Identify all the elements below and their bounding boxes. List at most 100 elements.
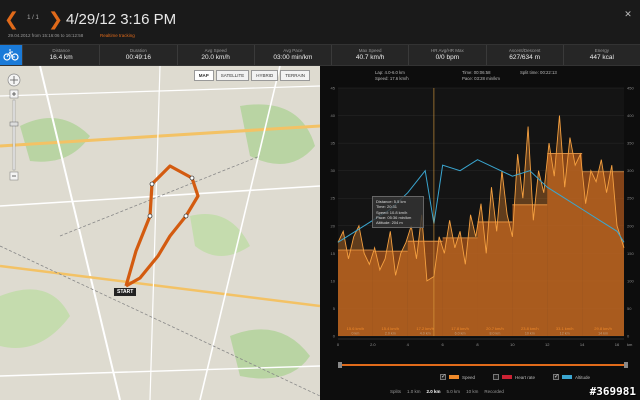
tooltip-speed: Speed: 10.8 km/h — [376, 209, 408, 215]
split-speed-label: 15.4 km/h — [382, 326, 400, 331]
split-speed-label: 15.6 km/h — [347, 326, 365, 331]
split-distance-label: 2.0 km — [385, 332, 396, 336]
stat-label: Duration — [129, 48, 147, 53]
activity-counter: 1 / 1 — [27, 15, 39, 21]
chart-panel: 0 5 10 15 20 25 30 35 40 45 0 50 100 150 200 250 300 350 4… — [320, 66, 640, 400]
stat-value: 0/0 bpm — [435, 54, 460, 61]
activity-title: 4/29/12 3:16 PM — [66, 11, 177, 28]
stat-value: 627/634 m — [509, 54, 540, 61]
x-tick-label: 12 — [545, 342, 550, 347]
speed-area — [338, 115, 624, 336]
legend-label: Altitude — [575, 374, 591, 380]
stat-label: Ascent/Descent — [508, 48, 541, 53]
previous-arrow-icon[interactable]: ❮ — [4, 9, 20, 29]
altitude-swatch — [562, 375, 573, 379]
date-range: 29.04.2012 from 15:16:06 to 16:12:58 — [8, 33, 84, 38]
split-speed-label: 29.8 km/h — [594, 326, 612, 331]
chart-legend: Speed Heart rate Altitude — [440, 372, 590, 382]
split-bar — [582, 171, 624, 336]
map-type-hybrid[interactable]: HYBRID — [251, 70, 279, 81]
stat-avg-speed: Avg Speed 20.0 km/h — [176, 45, 254, 65]
split-distance-label: 10 km — [525, 332, 535, 336]
header: ❮ 1 / 1 ❯ 4/29/12 3:16 PM 29.04.2012 fro… — [0, 0, 640, 44]
split-option-5km[interactable]: 5.0 km — [446, 389, 461, 394]
y-tick-label-altitude: 50 — [627, 306, 632, 311]
y-tick-label-altitude: 150 — [627, 251, 634, 256]
stat-label: Distance — [52, 48, 70, 53]
watermark: #369981 — [589, 385, 636, 398]
readout-time: Time: 00:06:58 — [462, 70, 491, 75]
y-tick-label-speed: 25 — [331, 196, 336, 201]
split-label: Splits — [390, 389, 402, 394]
legend-speed[interactable]: Speed — [440, 373, 475, 380]
split-speed-label: 17.8 km/h — [451, 326, 469, 331]
stat-value: 16.4 km — [49, 54, 73, 61]
realtime-tracking-link[interactable]: Realtime tracking — [100, 33, 135, 38]
split-distance-label: 0 km — [352, 332, 360, 336]
map-type-map[interactable]: MAP — [193, 70, 214, 81]
legend-altitude[interactable]: Altitude — [553, 373, 591, 380]
y-tick-label-speed: 10 — [331, 278, 336, 283]
stat-label: HR Avg/HR Max — [431, 48, 464, 53]
cycling-icon — [0, 45, 22, 65]
tooltip-distance: Distance: 5.5 km — [376, 199, 406, 204]
split-option-recorded[interactable]: Recorded — [484, 389, 504, 394]
y-tick-label-altitude: 450 — [627, 86, 634, 91]
split-distance-label: 6.0 km — [455, 332, 466, 336]
split-option-10km[interactable]: 10 km — [466, 389, 479, 394]
y-tick-label-speed: 5 — [333, 306, 336, 311]
checkbox-icon[interactable] — [493, 374, 500, 380]
checkbox-icon[interactable] — [553, 373, 559, 380]
map-type-satellite[interactable]: SATELLITE — [215, 70, 250, 81]
split-distance-label: 8.0 km — [490, 332, 501, 336]
y-tick-label-altitude: 200 — [627, 223, 634, 228]
split-option-2km[interactable]: 2.0 km — [426, 389, 441, 394]
zoom-control[interactable] — [6, 72, 22, 182]
y-tick-label-altitude: 0 — [627, 334, 630, 339]
split-speed-label: 33.1 km/h — [556, 326, 574, 331]
next-arrow-icon[interactable]: ❯ — [48, 9, 64, 29]
split-selector: Splits 1.0 km 2.0 km 5.0 km 10 km Record… — [390, 389, 504, 394]
x-tick-label: 6 — [442, 342, 445, 347]
speed-swatch — [449, 375, 459, 379]
stat-label: Max Speed — [358, 48, 382, 53]
heart-rate-swatch — [502, 375, 513, 379]
split-speed-label: 17.2 km/h — [416, 326, 434, 331]
hover-tooltip: Distance: 5.5 km Time: 20:31 Speed: 10.8… — [372, 196, 424, 229]
stat-duration: Duration 00:49:16 — [99, 45, 176, 65]
y-tick-label-speed: 30 — [331, 168, 336, 173]
split-speed-label: 20.7 km/h — [486, 326, 504, 331]
route-map[interactable]: MAP SATELLITE HYBRID TERRAIN START — [0, 66, 320, 400]
map-tiles — [0, 66, 320, 400]
y-tick-label-altitude: 350 — [627, 141, 634, 146]
legend-heart-rate[interactable]: Heart rate — [493, 374, 535, 380]
split-distance-label: 14 km — [598, 332, 608, 336]
stat-heart-rate: HR Avg/HR Max 0/0 bpm — [408, 45, 485, 65]
x-tick-label: 0 — [337, 342, 340, 347]
y-tick-label-speed: 40 — [331, 113, 336, 118]
speed-altitude-chart[interactable]: 0510152025303540450501001502002503003504… — [320, 66, 640, 366]
stat-max-speed: Max Speed 40.7 km/h — [331, 45, 408, 65]
stat-label: Avg Speed — [204, 48, 227, 53]
tooltip-time: Time: 20:31 — [376, 204, 397, 210]
split-option-1km[interactable]: 1.0 km — [407, 389, 421, 394]
stat-energy: Energy 447 kcal — [562, 45, 640, 65]
x-tick-label: 10 — [510, 342, 515, 347]
checkbox-icon[interactable] — [440, 373, 446, 380]
split-bar — [477, 221, 513, 336]
stat-value: 00:49:16 — [125, 54, 152, 61]
close-icon[interactable]: ✕ — [624, 9, 632, 19]
stat-ascent-descent: Ascent/Descent 627/634 m — [485, 45, 563, 65]
y-tick-label-speed: 20 — [331, 223, 336, 228]
tooltip-altitude: Altitude: 204 m — [376, 220, 403, 226]
split-bar — [338, 250, 373, 336]
readout-lap: Lap: 4.0-6.0 km — [375, 70, 405, 75]
stat-value: 03:00 min/km — [273, 54, 313, 61]
stat-value: 40.7 km/h — [355, 54, 385, 61]
x-tick-label: 2.0 — [370, 342, 376, 347]
timeline-scrubber[interactable] — [338, 362, 628, 368]
map-type-terrain[interactable]: TERRAIN — [280, 70, 310, 81]
readout-speed: Speed: 17.6 km/h — [375, 76, 409, 81]
x-axis-label: km — [627, 342, 633, 347]
